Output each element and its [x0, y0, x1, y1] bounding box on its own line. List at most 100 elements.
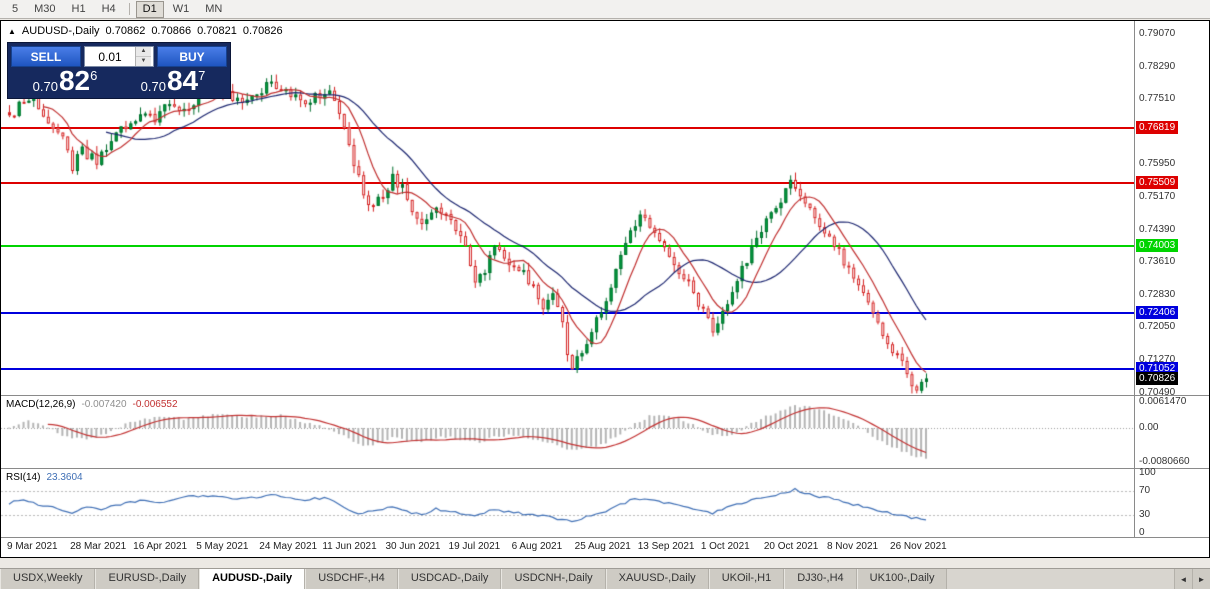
date-label: 25 Aug 2021: [574, 541, 631, 552]
date-label: 1 Oct 2021: [700, 541, 750, 552]
macd-signal-value: -0.006552: [132, 399, 178, 410]
tab-usdcad-daily[interactable]: USDCAD-,Daily: [397, 569, 502, 589]
tab-scroll-right-icon[interactable]: ►: [1192, 569, 1210, 589]
price-tick-label: 0.73610: [1139, 256, 1176, 268]
one-click-trading-widget: SELL ▲ ▼ BUY 0.70 82 6 0.70: [7, 42, 231, 99]
price-axis: 0.790700.782900.775100.767300.759500.751…: [1135, 21, 1209, 398]
tab-scroll-arrows: ◄ ►: [1174, 569, 1210, 589]
timeframe-button-mn[interactable]: MN: [205, 2, 223, 15]
tab-uk100-daily[interactable]: UK100-,Daily: [856, 569, 948, 589]
date-label: 11 Jun 2021: [322, 541, 377, 552]
price-panel: ▲ AUDUSD-,Daily 0.70862 0.70866 0.70821 …: [1, 21, 1209, 398]
bid-price[interactable]: 0.70 82 6: [11, 65, 119, 96]
date-label: 24 May 2021: [259, 541, 318, 552]
price-line-badge: 0.72406: [1136, 305, 1179, 319]
rsi-title: RSI(14): [6, 472, 41, 483]
bid-price-pips: 82: [58, 65, 91, 96]
lot-size-input[interactable]: [85, 47, 135, 66]
rsi-axis: 100 70 30 0: [1135, 467, 1209, 538]
quote-symbol: AUDUSD-,Daily: [21, 25, 100, 37]
macd-label: MACD(12,26,9) -0.007420 -0.006552: [6, 399, 178, 410]
macd-tick-label: 0.00: [1139, 422, 1159, 433]
price-tick-label: 0.71270: [1139, 354, 1176, 366]
macd-axis: 0.0061470 0.00 -0.0080660: [1135, 396, 1209, 468]
price-tick-label: 0.79070: [1139, 27, 1176, 39]
timeframe-button-h4[interactable]: H4: [101, 2, 116, 15]
tab-ukoil-h1[interactable]: UKOil-,H1: [708, 569, 785, 589]
date-label: 19 Jul 2021: [448, 541, 501, 552]
price-line-badge: 0.74003: [1136, 238, 1179, 252]
timeframe-button-w1[interactable]: W1: [172, 2, 190, 15]
price-tick-label: 0.70490: [1139, 386, 1176, 398]
bid-price-point: 6: [90, 68, 98, 83]
date-label: 6 Aug 2021: [511, 541, 563, 552]
date-label: 30 Jun 2021: [385, 541, 441, 552]
rsi-label: RSI(14) 23.3604: [6, 472, 83, 483]
lot-size-box: ▲ ▼: [84, 46, 154, 67]
macd-tick-label: 0.0061470: [1139, 396, 1187, 407]
toolbar-divider: [128, 3, 130, 15]
ask-price-prefix: 0.70: [140, 79, 166, 94]
price-tick-label: 0.77510: [1139, 93, 1176, 105]
price-tick-label: 0.74390: [1139, 223, 1176, 235]
panel-separator[interactable]: [1, 468, 1209, 469]
date-label: 13 Sep 2021: [637, 541, 695, 552]
rsi-panel: RSI(14) 23.3604 100 70 30 0: [1, 467, 1209, 538]
date-label: 9 Mar 2021: [7, 541, 58, 552]
quote-high: 0.70866: [151, 25, 192, 37]
lot-increase-button[interactable]: ▲: [136, 47, 151, 57]
rsi-tick-label: 0: [1139, 527, 1145, 538]
tab-audusd-daily[interactable]: AUDUSD-,Daily: [199, 569, 306, 589]
price-tick-label: 0.75170: [1139, 191, 1176, 202]
tab-eurusd-daily[interactable]: EURUSD-,Daily: [95, 569, 200, 589]
date-label: 5 May 2021: [196, 541, 249, 552]
tab-usdx-weekly[interactable]: USDX,Weekly: [0, 569, 96, 589]
ask-price-pips: 84: [166, 65, 199, 96]
timeframe-toolbar: 5 M30 H1 H4 D1 W1 MN: [0, 0, 1210, 19]
quote-low: 0.70821: [197, 25, 237, 37]
tab-scroll-left-icon[interactable]: ◄: [1174, 569, 1192, 589]
macd-panel: MACD(12,26,9) -0.007420 -0.006552 0.0061…: [1, 396, 1209, 468]
date-label: 26 Nov 2021: [890, 541, 947, 552]
rsi-chart-canvas[interactable]: [1, 469, 1134, 537]
ask-price-point: 7: [198, 68, 206, 83]
timeframe-button-d1[interactable]: D1: [135, 0, 164, 18]
price-tick-label: 0.72830: [1139, 288, 1176, 300]
symbol-marker-icon: ▲: [8, 26, 16, 36]
date-label: 16 Apr 2021: [133, 541, 188, 552]
rsi-tick-label: 100: [1139, 467, 1156, 478]
tab-usdcnh-daily[interactable]: USDCNH-,Daily: [501, 569, 606, 589]
chart-tab-bar: USDX,Weekly EURUSD-,Daily AUDUSD-,Daily USD…: [0, 568, 1210, 589]
macd-tick-label: -0.0080660: [1139, 456, 1190, 467]
panel-separator[interactable]: [1, 395, 1209, 396]
macd-main-value: -0.007420: [81, 399, 127, 410]
lot-decrease-button[interactable]: ▼: [136, 57, 151, 66]
quote-open: 0.70862: [105, 25, 146, 37]
quote-line: ▲ AUDUSD-,Daily 0.70862 0.70866 0.70821 …: [8, 25, 283, 37]
tab-dj30-h4[interactable]: DJ30-,H4: [784, 569, 857, 589]
quote-close: 0.70826: [242, 25, 283, 37]
chart-window: ▲ AUDUSD-,Daily 0.70862 0.70866 0.70821 …: [0, 20, 1210, 558]
tab-xauusd-daily[interactable]: XAUUSD-,Daily: [605, 569, 709, 589]
sell-button[interactable]: SELL: [11, 46, 81, 67]
tab-usdchf-h4[interactable]: USDCHF-,H4: [305, 569, 398, 589]
rsi-tick-label: 30: [1139, 509, 1151, 520]
price-tick-label: 0.78290: [1139, 60, 1176, 72]
macd-title: MACD(12,26,9): [6, 399, 76, 410]
buy-button[interactable]: BUY: [157, 46, 227, 67]
ask-price[interactable]: 0.70 84 7: [119, 65, 227, 96]
timeframe-button-5[interactable]: 5: [12, 2, 19, 15]
timeframe-button-h1[interactable]: H1: [71, 2, 86, 15]
panel-separator[interactable]: [1, 537, 1209, 538]
current-price-badge: 0.70826: [1136, 371, 1179, 385]
date-label: 20 Oct 2021: [763, 541, 819, 552]
price-tick-label: 0.72050: [1139, 321, 1176, 333]
price-line-badge: 0.75509: [1136, 175, 1179, 189]
rsi-value: 23.3604: [46, 472, 83, 483]
date-axis: 9 Mar 2021 28 Mar 2021 16 Apr 2021 5 May 20…: [1, 538, 1209, 557]
bid-price-prefix: 0.70: [32, 79, 58, 94]
price-tick-label: 0.75950: [1139, 158, 1176, 170]
timeframe-button-m30[interactable]: M30: [34, 2, 56, 15]
macd-chart-canvas[interactable]: [1, 396, 1134, 468]
date-label: 28 Mar 2021: [70, 541, 127, 552]
